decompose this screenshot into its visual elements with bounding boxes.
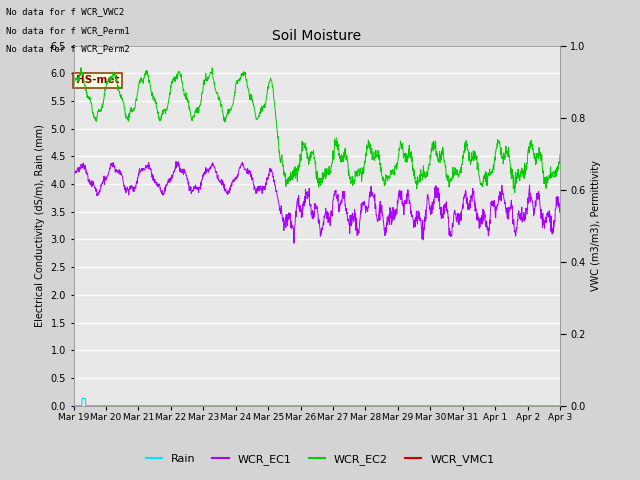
Y-axis label: Electrical Conductivity (dS/m), Rain (mm): Electrical Conductivity (dS/m), Rain (mm… <box>35 124 45 327</box>
Text: HS-met: HS-met <box>76 75 120 85</box>
Text: No data for f WCR_Perm1: No data for f WCR_Perm1 <box>6 25 130 35</box>
Text: No data for f WCR_Perm2: No data for f WCR_Perm2 <box>6 44 130 53</box>
Legend: Rain, WCR_EC1, WCR_EC2, WCR_VMC1: Rain, WCR_EC1, WCR_EC2, WCR_VMC1 <box>141 450 499 469</box>
Title: Soil Moisture: Soil Moisture <box>272 29 362 43</box>
Y-axis label: VWC (m3/m3), Permittivity: VWC (m3/m3), Permittivity <box>591 160 602 291</box>
Text: No data for f WCR_VWC2: No data for f WCR_VWC2 <box>6 7 125 16</box>
